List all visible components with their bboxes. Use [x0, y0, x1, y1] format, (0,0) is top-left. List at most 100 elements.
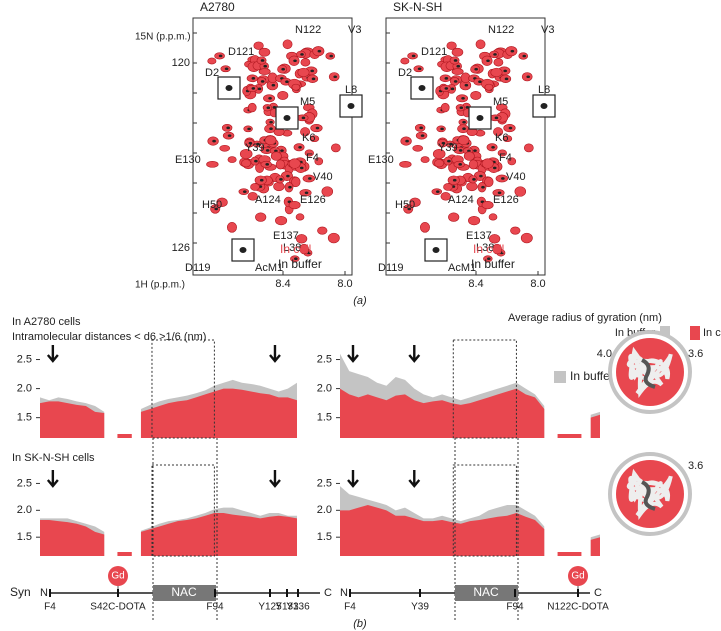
peak-label: V40: [313, 171, 333, 183]
peak: [434, 159, 445, 168]
y-tick-label: 1.5: [17, 412, 32, 424]
peak: [451, 68, 464, 75]
peak: [466, 181, 478, 192]
y-tick-label: 1.5: [317, 531, 332, 543]
peak-buffer: [329, 54, 334, 58]
peak: [300, 127, 311, 137]
peak-buffer: [444, 77, 449, 80]
x-axis-label: 1H (p.p.m.): [135, 280, 185, 291]
peak-buffer: [285, 80, 289, 84]
y-tick-label: 2.5: [317, 353, 332, 365]
peak-buffer: [300, 53, 304, 56]
peak-label: F4: [306, 152, 319, 164]
gd-tag: [568, 566, 588, 586]
peak-buffer: [286, 174, 290, 178]
peak-buffer: [540, 103, 548, 109]
peak: [206, 161, 219, 168]
peak-buffer: [294, 257, 298, 261]
peak: [457, 135, 470, 145]
legend-cell: In cell: [280, 242, 311, 256]
peak-buffer: [227, 134, 232, 137]
peak-buffer: [248, 141, 253, 145]
peak-buffer: [405, 139, 409, 143]
peak: [288, 200, 301, 210]
arrow: [269, 345, 281, 363]
peak-buffer: [440, 127, 444, 131]
n-term: N: [340, 587, 348, 599]
peak-label: F4: [499, 152, 512, 164]
peak: [295, 213, 305, 221]
peak-label: K6: [495, 132, 508, 144]
y-tick-label: 1.5: [17, 531, 32, 543]
peak-label: D2: [398, 67, 412, 79]
peak-buffer: [504, 77, 509, 81]
peak-buffer: [456, 64, 461, 68]
arrow: [408, 345, 421, 363]
peak: [493, 58, 504, 67]
peak-buffer: [481, 185, 485, 189]
peak-buffer: [251, 87, 256, 90]
arrow: [347, 345, 359, 363]
peak-label: H50: [395, 199, 415, 211]
peak: [412, 144, 424, 152]
peak: [241, 159, 252, 168]
gd-label: Gd: [111, 571, 124, 582]
peak: [277, 90, 289, 100]
legend-buffer: In buffer: [570, 369, 614, 383]
peak-label: A124: [255, 194, 281, 206]
nac-label: NAC: [171, 585, 197, 599]
peak: [488, 213, 498, 221]
site-label: F94: [506, 602, 524, 613]
peak-label: M5: [300, 96, 315, 108]
peak: [314, 157, 324, 166]
peak: [247, 192, 258, 201]
peak-label: L8: [345, 84, 357, 96]
peak-buffer: [225, 85, 233, 91]
peak: [247, 102, 257, 113]
peak-buffer: [271, 83, 276, 87]
peak: [282, 39, 293, 50]
peak: [448, 212, 460, 222]
y-tick-label: 2.0: [17, 504, 32, 516]
peak-label: V3: [541, 24, 554, 36]
peak-buffer: [461, 97, 465, 100]
peak-buffer: [269, 120, 273, 124]
protein-coil: [626, 468, 673, 520]
peak: [514, 186, 527, 197]
peak-buffer: [280, 149, 284, 152]
peak-buffer: [218, 54, 223, 58]
protein-core: [641, 480, 656, 511]
peak-label: E130: [175, 154, 201, 166]
peak-buffer: [411, 54, 416, 58]
peak: [520, 232, 533, 244]
peak-buffer: [418, 85, 426, 91]
peak-buffer: [307, 251, 311, 255]
site-label: Y125: [258, 602, 282, 613]
cells-area: [40, 388, 297, 438]
y-tick-label: 2.5: [17, 477, 32, 489]
peak: [216, 197, 228, 207]
y-tick-label: 1.5: [317, 412, 332, 424]
peak: [493, 127, 504, 137]
peak: [219, 144, 231, 152]
peak: [523, 143, 534, 153]
peak: [484, 176, 494, 188]
peak: [420, 156, 430, 163]
peak-buffer: [283, 115, 291, 121]
legend-buffer: In buffer: [278, 257, 322, 271]
peak-buffer: [462, 120, 466, 124]
x-tick-label: 8.0: [530, 278, 545, 290]
construct-name: Syn: [10, 585, 31, 599]
peak: [484, 83, 494, 91]
y-axis-label: 15N (p.p.m.): [135, 32, 191, 43]
peak-buffer: [510, 49, 515, 53]
peak: [488, 234, 501, 244]
c-term: C: [594, 587, 602, 599]
peak-label: D119: [378, 262, 403, 274]
nac-box: [452, 339, 517, 439]
peak-buffer: [315, 126, 320, 130]
peak: [446, 41, 457, 50]
rg-swatch: [690, 326, 700, 340]
peak: [432, 148, 446, 159]
